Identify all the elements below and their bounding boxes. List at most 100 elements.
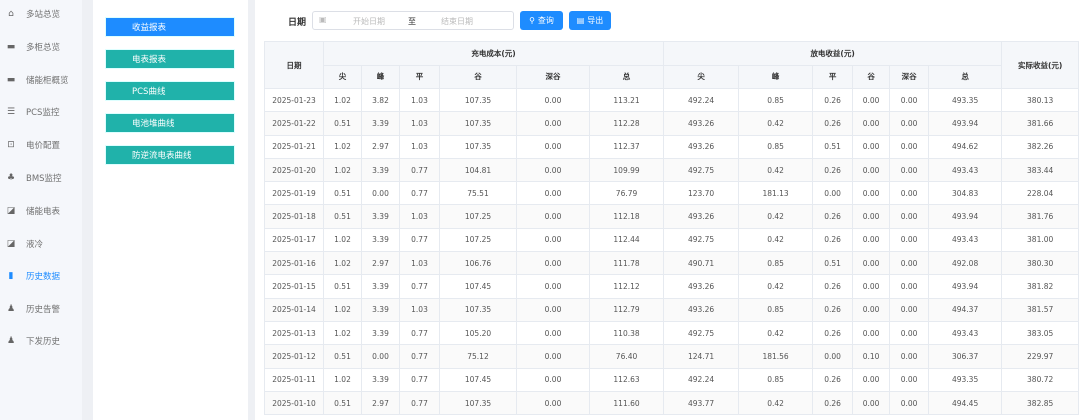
- start-date-input[interactable]: 开始日期: [353, 17, 385, 26]
- table-cell: 380.72: [1001, 367, 1080, 392]
- subheader-charge: 总: [588, 64, 665, 89]
- sidebar-item-label: 历史告警: [26, 305, 61, 315]
- table-cell: 0.42: [738, 111, 814, 136]
- table-cell: 111.60: [588, 390, 665, 416]
- table-cell: 493.26: [663, 134, 740, 159]
- table-cell: 0.00: [889, 227, 930, 253]
- main-content: 日期 ▣ 开始日期 至 结束日期 ⚲ 查询 ▤ 导出 日期 充电成本(元) 放电收益…: [255, 0, 1080, 420]
- table-row: 2025-01-10 0.51 2.97 0.77 107.35 0.00 111.60 49…: [264, 390, 1080, 416]
- sidebar-item[interactable]: ⌂ 多站总览: [0, 4, 82, 24]
- sidebar-item-label: 下发历史: [26, 337, 61, 347]
- table-cell: 490.71: [663, 251, 740, 276]
- table-cell: 1.02: [323, 134, 362, 159]
- table-cell: 107.25: [439, 227, 517, 253]
- sidebar-item[interactable]: ♣ BMS监控: [0, 168, 82, 188]
- table-cell: 0.00: [516, 111, 590, 136]
- sidebar-item[interactable]: ♟ 下发历史: [0, 331, 82, 351]
- table-cell: 2025-01-15: [264, 274, 324, 299]
- table-cell: 0.00: [852, 87, 891, 113]
- table-cell: 3.39: [361, 367, 400, 392]
- table-cell: 107.35: [439, 390, 517, 416]
- table-cell: 3.39: [361, 111, 400, 136]
- report-button-label: 防逆流电表曲线: [132, 151, 192, 161]
- table-cell: 0.00: [889, 367, 930, 392]
- table-cell: 381.82: [1001, 274, 1080, 299]
- table-cell: 76.79: [588, 181, 665, 206]
- table-cell: 0.00: [889, 181, 930, 206]
- table-cell: 0.00: [516, 297, 590, 322]
- table-cell: 229.97: [1001, 344, 1080, 369]
- date-range-picker[interactable]: ▣ 开始日期 至 结束日期: [312, 11, 514, 30]
- sidebar-item[interactable]: ▬ 储能柜概览: [0, 70, 82, 90]
- table-cell: 383.05: [1001, 320, 1080, 346]
- table-cell: 0.00: [516, 344, 590, 369]
- table-cell: 494.45: [928, 390, 1003, 416]
- table-cell: 0.77: [399, 344, 440, 369]
- table-cell: 109.99: [588, 157, 665, 183]
- table-row: 2025-01-21 1.02 2.97 1.03 107.35 0.00 112.37 49…: [264, 134, 1080, 159]
- sidebar-item-label: 多站总览: [26, 10, 61, 20]
- chart-box-icon: ◪: [6, 239, 16, 249]
- subheader-charge: 尖: [323, 64, 362, 89]
- sidebar-item[interactable]: ▮ 历史数据: [0, 266, 82, 286]
- board-icon: ⊡: [7, 140, 15, 150]
- table-cell: 0.00: [889, 157, 930, 183]
- table-cell: 0.42: [738, 227, 814, 253]
- report-button-label: 电表报表: [132, 55, 167, 65]
- table-cell: 112.18: [588, 204, 665, 229]
- table-cell: 2025-01-22: [264, 111, 324, 136]
- table-cell: 0.00: [516, 251, 590, 276]
- table-cell: 1.02: [323, 87, 362, 113]
- sidebar-item[interactable]: ☰ PCS监控: [0, 102, 82, 122]
- table-cell: 0.51: [323, 344, 362, 369]
- table-cell: 0.00: [889, 320, 930, 346]
- report-button[interactable]: 电池堆曲线: [105, 113, 235, 133]
- sidebar-item[interactable]: ▬ 多柜总览: [0, 37, 82, 57]
- table-cell: 0.85: [738, 134, 814, 159]
- table-cell: 112.79: [588, 297, 665, 322]
- table-cell: 2025-01-12: [264, 344, 324, 369]
- user-icon: ♟: [6, 336, 16, 346]
- end-date-input[interactable]: 结束日期: [441, 17, 473, 26]
- table-cell: 0.26: [812, 297, 854, 322]
- table-cell: 381.66: [1001, 111, 1080, 136]
- sidebar-item[interactable]: ◪ 液冷: [0, 234, 82, 254]
- subheader-charge: 深谷: [516, 64, 590, 89]
- sidebar-item[interactable]: ♟ 历史告警: [0, 299, 82, 319]
- table-cell: 380.13: [1001, 87, 1080, 113]
- table-cell: 493.94: [928, 111, 1003, 136]
- table-cell: 493.43: [928, 227, 1003, 253]
- table-cell: 107.35: [439, 297, 517, 322]
- table-cell: 306.37: [928, 344, 1003, 369]
- table-cell: 75.12: [439, 344, 517, 369]
- sidebar-item[interactable]: ◪ 储能电表: [0, 201, 82, 221]
- table-cell: 112.44: [588, 227, 665, 253]
- export-button[interactable]: ▤ 导出: [569, 11, 611, 30]
- table-cell: 1.03: [399, 251, 440, 276]
- table-cell: 0.00: [852, 251, 891, 276]
- table-cell: 3.39: [361, 227, 400, 253]
- report-button[interactable]: 防逆流电表曲线: [105, 145, 235, 165]
- table-cell: 1.02: [323, 367, 362, 392]
- report-button[interactable]: 收益报表: [105, 17, 235, 37]
- range-separator: 至: [408, 17, 416, 26]
- table-cell: 0.26: [812, 204, 854, 229]
- table-cell: 228.04: [1001, 181, 1080, 206]
- report-button[interactable]: PCS曲线: [105, 81, 235, 101]
- search-icon: ⚲: [529, 16, 535, 25]
- table-cell: 0.77: [399, 367, 440, 392]
- table-cell: 494.37: [928, 297, 1003, 322]
- report-button[interactable]: 电表报表: [105, 49, 235, 69]
- sidebar-item-label: 电价配置: [26, 141, 61, 151]
- sidebar-item[interactable]: ⊡ 电价配置: [0, 135, 82, 155]
- table-cell: 3.39: [361, 274, 400, 299]
- table-row: 2025-01-23 1.02 3.82 1.03 107.35 0.00 113.21 49…: [264, 87, 1080, 113]
- table-cell: 0.00: [516, 157, 590, 183]
- query-button[interactable]: ⚲ 查询: [520, 11, 563, 30]
- report-button-label: 电池堆曲线: [132, 119, 175, 129]
- table-cell: 0.00: [889, 251, 930, 276]
- sidebar: ⌂ 多站总览 ▬ 多柜总览 ▬ 储能柜概览 ☰ PCS监控 ⊡ 电价配置 ♣ BMS监控 ◪ 储能电表 ◪ 液…: [0, 0, 82, 420]
- table-cell: 0.51: [812, 134, 854, 159]
- table-cell: 0.26: [812, 390, 854, 416]
- table-cell: 0.00: [852, 320, 891, 346]
